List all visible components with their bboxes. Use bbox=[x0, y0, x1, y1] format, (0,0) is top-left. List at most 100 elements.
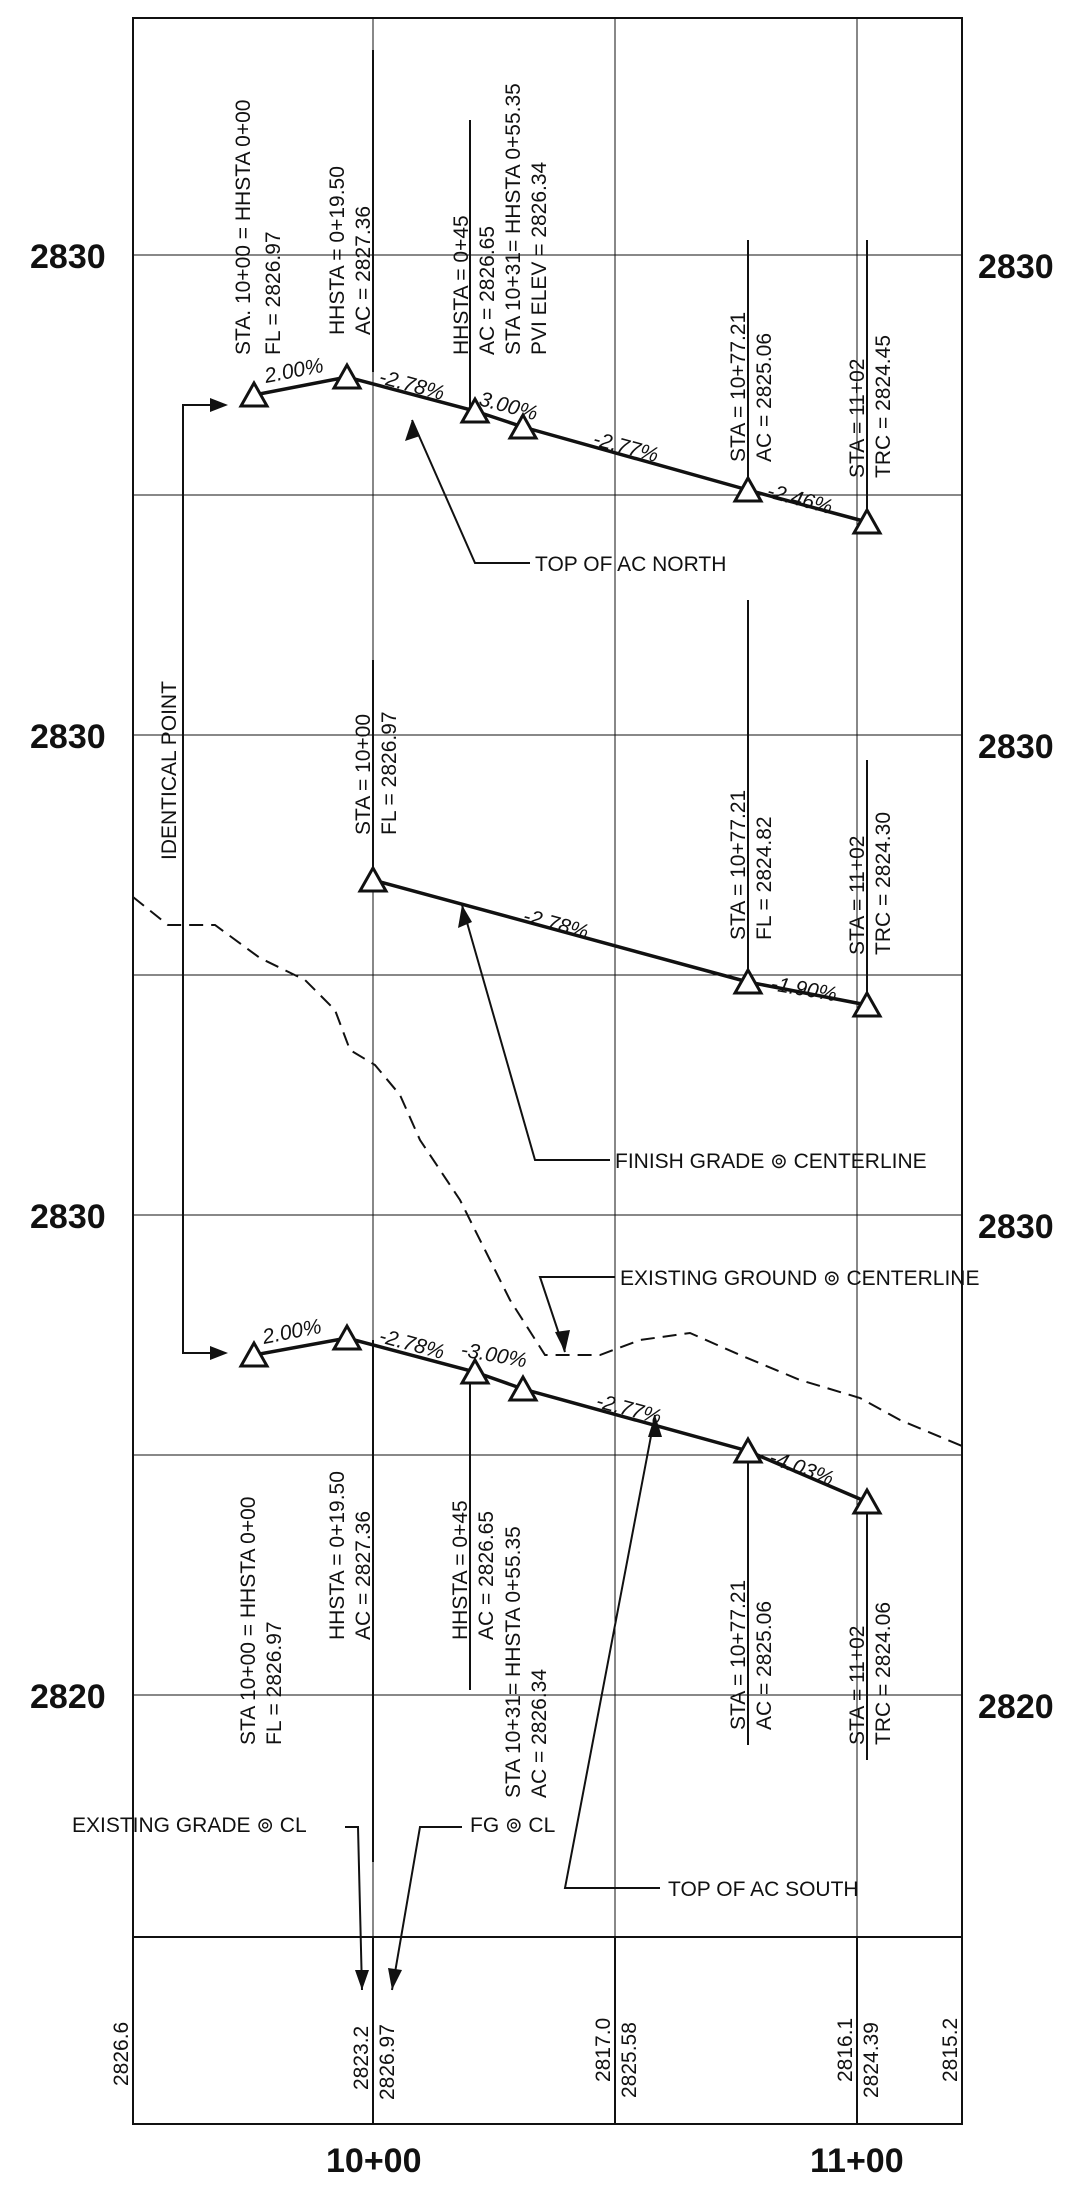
south-callout-arrowhead bbox=[648, 1415, 662, 1437]
center-pt1-sta: STA = 10+00 bbox=[352, 714, 375, 835]
south-pt5-marker bbox=[732, 1435, 764, 1464]
north-pt3-elev: AC = 2826.65 bbox=[476, 226, 499, 355]
north-pt2-marker bbox=[331, 361, 363, 390]
north-grade-line bbox=[253, 375, 868, 524]
center-pt2-elev: FL = 2824.82 bbox=[753, 816, 776, 940]
existing-grade-arrowhead bbox=[355, 1970, 369, 1990]
south-pt2-sta: HHSTA = 0+19.50 bbox=[326, 1471, 349, 1640]
elev-label-right-3: 2830 bbox=[978, 1208, 1054, 1246]
elev-label-left-4: 2820 bbox=[30, 1678, 106, 1716]
north-pt4-sta: STA 10+31= HHSTA 0+55.35 bbox=[502, 83, 525, 355]
south-callout-leader bbox=[563, 1414, 660, 1889]
south-pt2-elev: AC = 2827.36 bbox=[352, 1511, 375, 1640]
north-profile: STA. 10+00 = HHSTA 0+00 FL = 2826.97 HHS… bbox=[232, 50, 895, 576]
north-grade-2: -2.78% bbox=[377, 366, 447, 405]
existing-ground-label: EXISTING GROUND ⊚ CENTERLINE bbox=[620, 1267, 979, 1290]
north-pt5-elev: AC = 2825.06 bbox=[753, 333, 776, 462]
north-pt6-elev: TRC = 2824.45 bbox=[872, 335, 895, 478]
center-grade-1: -2.78% bbox=[521, 905, 591, 944]
north-pt1-sta: STA. 10+00 = HHSTA 0+00 bbox=[232, 100, 255, 355]
elevation-table: 2826.6 2823.2 2826.97 2817.0 2825.58 281… bbox=[110, 1936, 963, 2125]
south-pt3-sta: HHSTA = 0+45 bbox=[449, 1500, 472, 1640]
north-pt4-elev: PVI ELEV = 2826.34 bbox=[528, 161, 551, 355]
north-pt6-sta: STA = 11+02 bbox=[846, 359, 869, 478]
south-pt1-elev: FL = 2826.97 bbox=[263, 1621, 286, 1745]
elev-label-left-1: 2830 bbox=[30, 238, 106, 276]
north-pt5-marker bbox=[732, 474, 764, 503]
center-callout-leader bbox=[461, 904, 610, 1161]
existing-ground-line bbox=[132, 896, 963, 1447]
south-pt6-marker bbox=[851, 1486, 883, 1515]
elevation-table-frame bbox=[132, 1936, 963, 2125]
north-grade-5: -2.46% bbox=[765, 480, 835, 519]
table-elev-8: 2815.2 bbox=[939, 2018, 962, 2082]
station-label-1100: 11+00 bbox=[810, 2142, 904, 2180]
center-profile: STA = 10+00 FL = 2826.97 STA = 10+77.21 … bbox=[352, 600, 927, 1173]
south-pt6-sta: STA = 11+02 bbox=[846, 1626, 869, 1745]
station-label-1000: 10+00 bbox=[326, 2142, 422, 2180]
existing-ground-leader bbox=[538, 1276, 615, 1353]
north-pt6-marker bbox=[851, 506, 883, 535]
south-pt5-sta: STA = 10+77.21 bbox=[727, 1580, 750, 1730]
north-callout-arrowhead bbox=[405, 420, 420, 441]
north-pt2-sta: HHSTA = 0+19.50 bbox=[326, 166, 349, 335]
south-grade-2: -2.78% bbox=[377, 1325, 447, 1364]
south-pt5-elev: AC = 2825.06 bbox=[753, 1601, 776, 1730]
north-pt5-sta: STA = 10+77.21 bbox=[727, 312, 750, 462]
south-grade-5: -4.03% bbox=[766, 1446, 836, 1490]
south-grade-line bbox=[253, 1336, 868, 1504]
table-elev-2: 2823.2 bbox=[350, 2026, 373, 2090]
south-pt4-marker bbox=[507, 1373, 539, 1402]
center-pt1-marker bbox=[357, 864, 389, 893]
south-pt4-sta: STA 10+31= HHSTA 0+55.35 bbox=[502, 1526, 525, 1798]
table-elev-4: 2817.0 bbox=[592, 2018, 615, 2082]
center-pt1-elev: FL = 2826.97 bbox=[378, 711, 401, 835]
elev-label-right-2: 2830 bbox=[978, 728, 1054, 766]
table-elev-3: 2826.97 bbox=[376, 2024, 399, 2100]
south-pt3-elev: AC = 2826.65 bbox=[475, 1511, 498, 1640]
north-callout-leader bbox=[411, 419, 530, 564]
table-elev-5: 2825.58 bbox=[618, 2022, 641, 2098]
south-pt3-marker bbox=[459, 1356, 491, 1385]
fg-cl-leader bbox=[391, 1826, 462, 1991]
south-pt1-sta: STA 10+00 = HHSTA 0+00 bbox=[237, 1497, 260, 1745]
south-pt1-marker bbox=[238, 1339, 270, 1368]
center-callout-arrowhead bbox=[458, 905, 472, 928]
identical-point-label: IDENTICAL POINT bbox=[158, 681, 181, 860]
south-pt6-elev: TRC = 2824.06 bbox=[872, 1602, 895, 1745]
identical-point-bracket: IDENTICAL POINT bbox=[158, 398, 228, 1360]
center-pt3-sta: STA = 11+02 bbox=[846, 836, 869, 955]
existing-grade-label: EXISTING GRADE ⊚ CL bbox=[72, 1814, 307, 1837]
north-grade-4: -2.77% bbox=[591, 428, 661, 467]
fg-cl-arrowhead bbox=[388, 1968, 402, 1990]
existing-grade-leader bbox=[345, 1826, 363, 1991]
fg-cl-label: FG ⊚ CL bbox=[470, 1814, 555, 1837]
north-callout-label: TOP OF AC NORTH bbox=[535, 553, 726, 576]
center-pt2-marker bbox=[732, 966, 764, 995]
north-pt2-elev: AC = 2827.36 bbox=[352, 206, 375, 335]
north-pt1-elev: FL = 2826.97 bbox=[262, 231, 285, 355]
north-pt3-marker bbox=[459, 395, 491, 424]
north-pt1-marker bbox=[238, 379, 270, 408]
south-pt2-marker bbox=[331, 1322, 363, 1351]
callouts: EXISTING GROUND ⊚ CENTERLINE EXISTING GR… bbox=[72, 1267, 979, 1991]
existing-ground-arrowhead bbox=[555, 1330, 570, 1352]
table-elev-7: 2824.39 bbox=[860, 2022, 883, 2098]
elev-label-left-3: 2830 bbox=[30, 1198, 106, 1236]
center-callout-label: FINISH GRADE ⊚ CENTERLINE bbox=[615, 1150, 927, 1173]
south-pt4-elev: AC = 2826.34 bbox=[528, 1669, 551, 1798]
table-elev-6: 2816.1 bbox=[834, 2018, 857, 2082]
elev-label-left-2: 2830 bbox=[30, 718, 106, 756]
elev-label-right-1: 2830 bbox=[978, 248, 1054, 286]
center-grade-2: -1.90% bbox=[769, 972, 839, 1006]
center-pt3-marker bbox=[851, 989, 883, 1018]
north-pt4-marker bbox=[507, 411, 539, 440]
elev-label-right-4: 2820 bbox=[978, 1688, 1054, 1726]
center-pt3-elev: TRC = 2824.30 bbox=[872, 812, 895, 955]
center-pt2-sta: STA = 10+77.21 bbox=[727, 790, 750, 940]
table-elev-1: 2826.6 bbox=[110, 2022, 133, 2086]
north-pt3-sta: HHSTA = 0+45 bbox=[450, 215, 473, 355]
south-profile: STA 10+00 = HHSTA 0+00 FL = 2826.97 HHST… bbox=[237, 1315, 895, 1862]
south-callout-label: TOP OF AC SOUTH bbox=[668, 1878, 859, 1901]
